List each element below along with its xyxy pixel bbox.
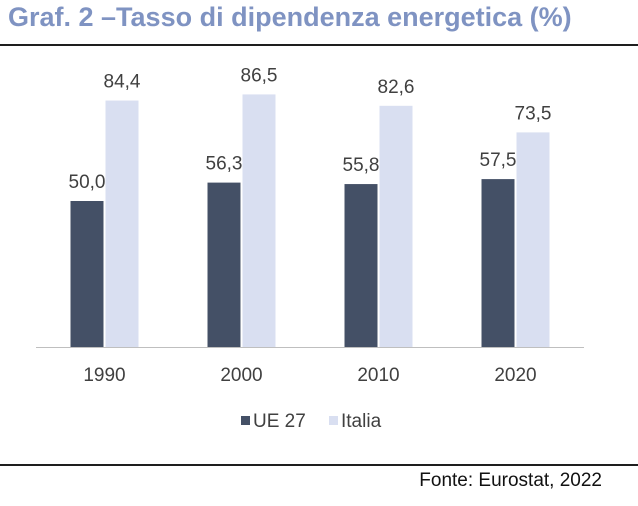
data-label: 82,6 bbox=[378, 77, 415, 98]
bar-chart: 50,0 84,4 1990 56,3 86,5 2000 55,8 82,6 2010 57,5… bbox=[36, 65, 584, 432]
bar-italia-2000 bbox=[242, 94, 276, 347]
bar-italia-1990 bbox=[105, 100, 139, 347]
bar-ue27-2000 bbox=[207, 182, 241, 347]
data-label: 50,0 bbox=[69, 172, 106, 193]
data-label: 55,8 bbox=[343, 155, 380, 176]
legend-swatch bbox=[329, 416, 338, 425]
chart-title: Graf. 2 –Tasso di dipendenza energetica … bbox=[8, 2, 572, 32]
x-tick-label: 2010 bbox=[357, 365, 399, 386]
bar-italia-2020 bbox=[516, 132, 550, 347]
data-label: 84,4 bbox=[104, 72, 141, 93]
source-note: Fonte: Eurostat, 2022 bbox=[419, 470, 602, 491]
x-tick-label: 2020 bbox=[494, 365, 536, 386]
title-divider bbox=[0, 44, 638, 46]
bar-ue27-1990 bbox=[70, 201, 104, 347]
source-divider bbox=[0, 464, 638, 466]
bar-italia-2010 bbox=[379, 105, 413, 347]
x-tick-label: 2000 bbox=[220, 365, 262, 386]
legend-label: Italia bbox=[341, 411, 382, 432]
legend-label: UE 27 bbox=[253, 411, 306, 432]
bar-ue27-2010 bbox=[344, 184, 378, 347]
bar-ue27-2020 bbox=[481, 179, 515, 347]
data-label: 56,3 bbox=[206, 154, 243, 175]
data-label: 86,5 bbox=[241, 65, 278, 86]
legend-swatch bbox=[241, 416, 250, 425]
data-label: 73,5 bbox=[515, 103, 552, 124]
data-label: 57,5 bbox=[480, 150, 517, 171]
x-tick-label: 1990 bbox=[83, 365, 125, 386]
